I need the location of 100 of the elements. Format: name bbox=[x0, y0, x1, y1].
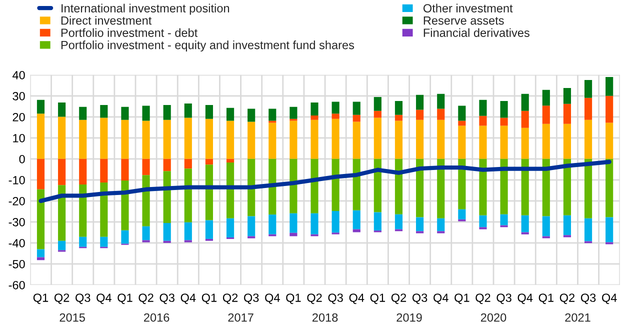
bar bbox=[500, 214, 508, 226]
bar bbox=[310, 120, 318, 159]
bar bbox=[163, 158, 171, 172]
x-tick-label: Q2 bbox=[391, 294, 406, 304]
bar bbox=[416, 94, 424, 110]
bar bbox=[36, 100, 45, 114]
y-tick-label: -60 bbox=[8, 280, 25, 290]
bar bbox=[563, 104, 571, 124]
bar bbox=[205, 104, 214, 119]
bar bbox=[606, 158, 614, 218]
bar bbox=[142, 226, 150, 240]
bar bbox=[606, 217, 614, 242]
line-series bbox=[38, 160, 612, 204]
bar bbox=[121, 120, 129, 159]
y-tick-label: -30 bbox=[8, 218, 25, 226]
x-tick-label: Q1 bbox=[118, 294, 132, 304]
bar bbox=[542, 158, 550, 216]
x-tick-label: Q4 bbox=[265, 294, 280, 304]
bar bbox=[394, 100, 403, 115]
bar bbox=[290, 213, 298, 233]
bar bbox=[394, 214, 403, 230]
bar bbox=[332, 158, 340, 212]
bar bbox=[416, 158, 424, 218]
text: 2019 bbox=[396, 313, 422, 322]
bar bbox=[458, 209, 466, 220]
bar bbox=[184, 118, 192, 159]
bar bbox=[563, 215, 571, 236]
bar bbox=[290, 120, 298, 159]
bar bbox=[79, 236, 87, 247]
y-tick-label: -10 bbox=[8, 176, 25, 184]
bar bbox=[606, 77, 614, 96]
bar bbox=[248, 158, 256, 216]
bar bbox=[184, 158, 192, 169]
x-tick-label: Q3 bbox=[244, 294, 259, 304]
text: 2021 bbox=[565, 313, 590, 322]
bar bbox=[563, 158, 571, 216]
bar bbox=[142, 106, 150, 121]
legend-label: Other investment bbox=[423, 4, 513, 12]
bar bbox=[584, 98, 592, 120]
legend-label: Financial derivatives bbox=[424, 28, 530, 37]
y-tick-label: -50 bbox=[8, 260, 25, 268]
legend-label: International investment position bbox=[62, 4, 230, 15]
bar bbox=[100, 158, 108, 182]
bar bbox=[584, 120, 592, 159]
bar bbox=[310, 158, 318, 214]
bar bbox=[542, 124, 550, 159]
bar bbox=[437, 94, 445, 109]
bar bbox=[437, 108, 445, 120]
text: 2016 bbox=[144, 313, 170, 322]
bar bbox=[310, 115, 318, 120]
bar bbox=[310, 102, 318, 116]
legend-label: Portfolio investment - debt bbox=[61, 28, 198, 37]
y-tick-label: -40 bbox=[8, 238, 25, 248]
bar bbox=[521, 128, 529, 159]
y-tick-label: 40 bbox=[12, 70, 25, 80]
bar bbox=[542, 106, 550, 124]
bar bbox=[394, 120, 403, 159]
bar bbox=[352, 210, 360, 230]
bar bbox=[394, 114, 403, 121]
bar bbox=[458, 106, 466, 121]
x-tick-label: Q4 bbox=[518, 294, 533, 304]
bar bbox=[58, 185, 66, 241]
bar bbox=[374, 158, 382, 212]
x-tick-label: Q4 bbox=[180, 294, 196, 304]
bar bbox=[121, 158, 129, 181]
bar bbox=[268, 158, 276, 215]
bar bbox=[205, 158, 214, 165]
bar bbox=[352, 114, 360, 122]
bar bbox=[521, 110, 529, 128]
bar bbox=[268, 214, 276, 234]
text: 2017 bbox=[228, 313, 254, 322]
text: 2020 bbox=[480, 313, 506, 322]
bar bbox=[184, 222, 192, 240]
bar bbox=[142, 120, 150, 159]
bar bbox=[416, 120, 424, 159]
bar bbox=[100, 118, 108, 159]
bar bbox=[163, 171, 171, 223]
bar bbox=[332, 114, 340, 119]
bar bbox=[163, 104, 171, 120]
y-tick-label: 20 bbox=[12, 112, 25, 122]
bar bbox=[226, 162, 234, 218]
bar bbox=[584, 80, 592, 98]
bar bbox=[437, 158, 445, 218]
bar bbox=[36, 114, 45, 159]
legend-label: Portfolio investment - equity and investment fund shares bbox=[61, 40, 354, 52]
text: 2015 bbox=[60, 313, 85, 322]
bar bbox=[521, 158, 529, 216]
bar bbox=[479, 100, 487, 116]
x-tick-label: Q2 bbox=[54, 294, 70, 304]
bar bbox=[606, 122, 614, 159]
bar bbox=[374, 110, 382, 118]
legend-label: Reserve assets bbox=[424, 16, 504, 25]
x-tick-label: Q4 bbox=[96, 294, 112, 304]
x-tick-label: Q1 bbox=[370, 294, 385, 304]
bar bbox=[542, 90, 550, 106]
bar bbox=[332, 118, 340, 159]
bar bbox=[268, 108, 276, 121]
x-tick-label: Q3 bbox=[412, 294, 428, 304]
bar bbox=[437, 120, 445, 159]
bar bbox=[100, 182, 108, 237]
